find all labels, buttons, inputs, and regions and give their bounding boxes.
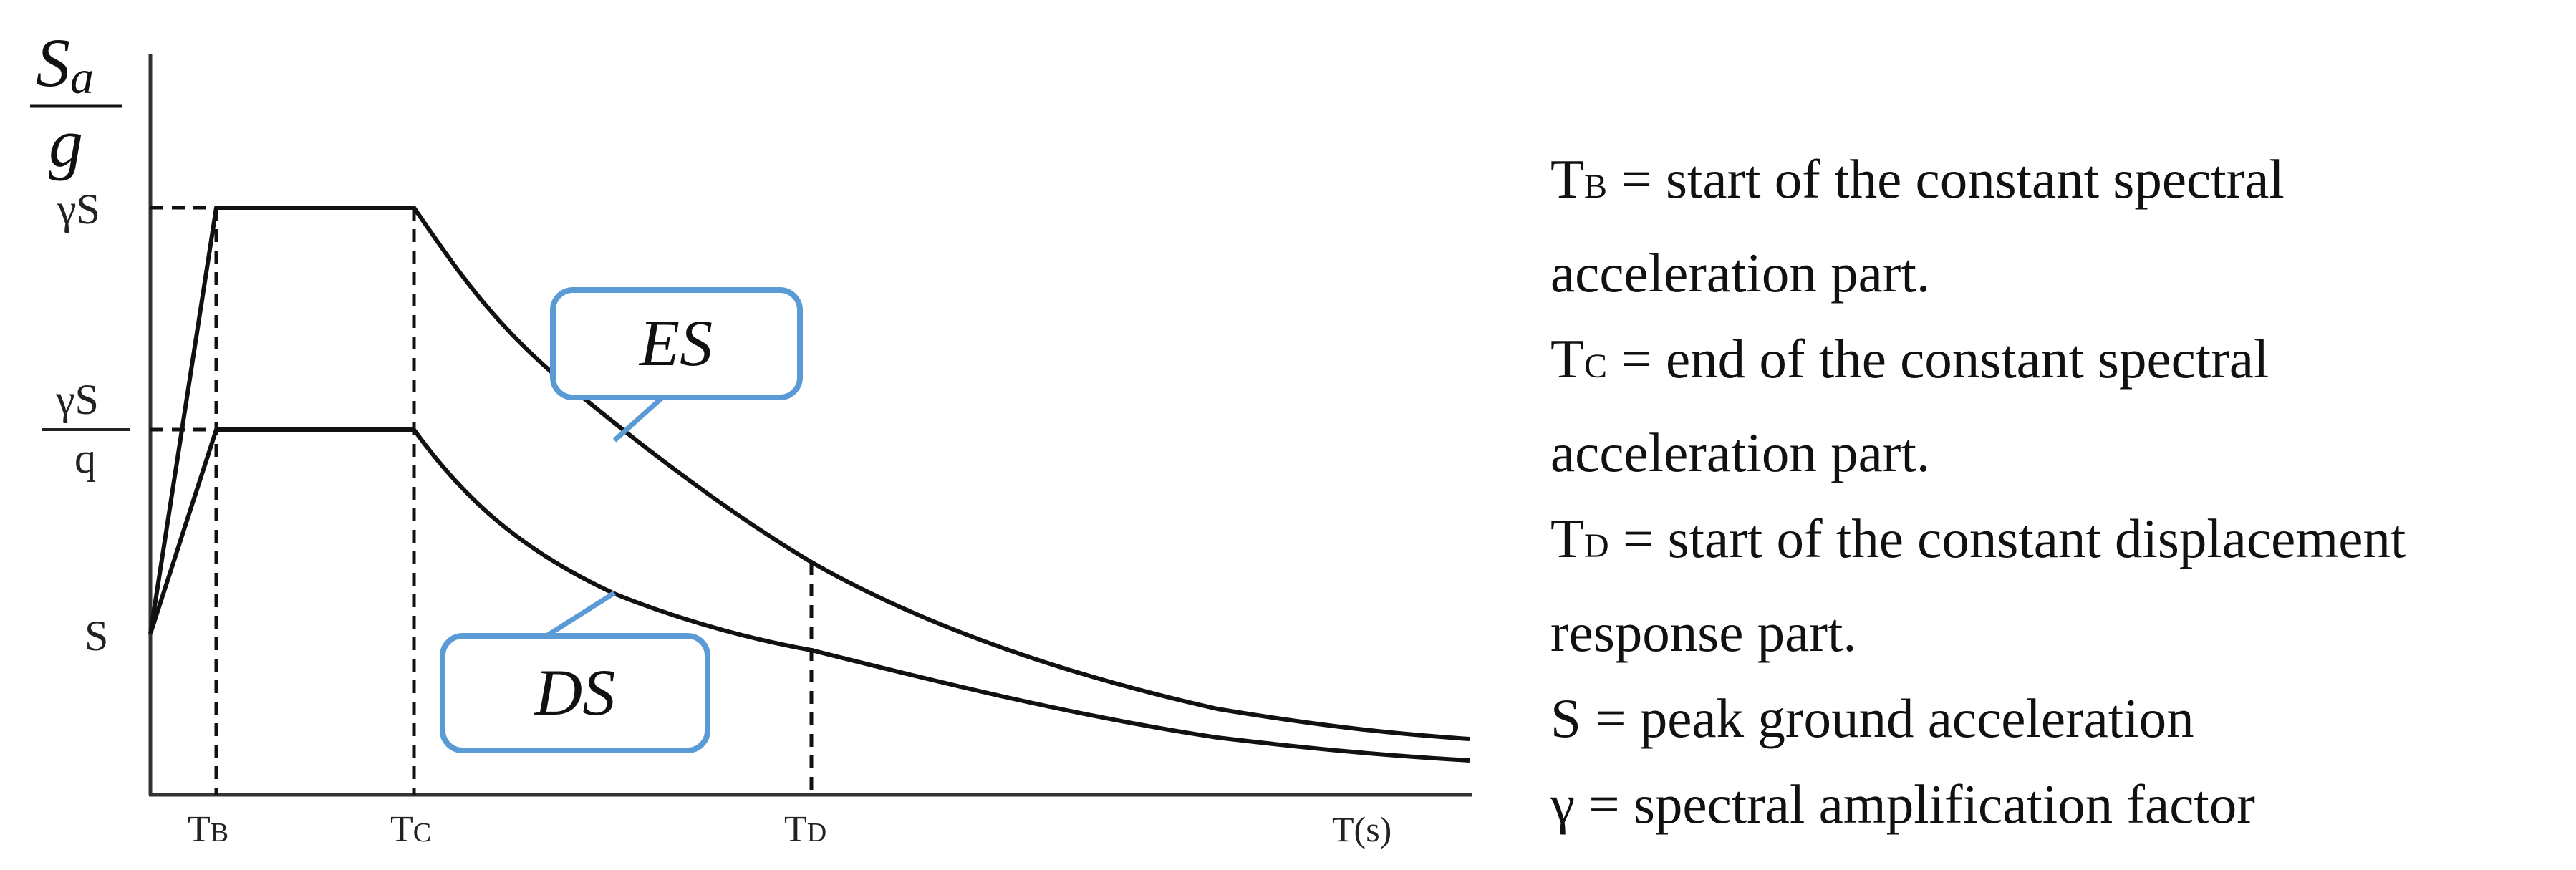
legend-s-text: = peak ground acceleration [1581, 687, 2194, 749]
y-tick-gamma-s-over-q: γS q [42, 376, 130, 482]
definitions-legend: TB = start of the constant spectral acce… [1550, 136, 2567, 847]
legend-tc-symbol: T [1550, 328, 1585, 390]
y-tick-gamma-s: γS [57, 185, 100, 233]
legend-tb-symbol: T [1550, 148, 1585, 210]
es-callout-pointer [612, 395, 665, 443]
legend-tc-line2: acceleration part. [1550, 422, 1931, 483]
legend-tb-line1: TB = start of the constant spectral [1550, 136, 2567, 230]
legend-gamma-symbol: γ [1550, 773, 1576, 835]
x-tick-t-seconds: T(s) [1332, 809, 1391, 849]
ds-curve [148, 427, 1470, 763]
y-tick-gamma-s-over-q-denominator: q [74, 435, 96, 482]
ds-callout: DS [440, 591, 710, 753]
legend-tb-line2: acceleration part. [1550, 242, 1931, 304]
legend-td-sub: D [1584, 527, 1609, 565]
y-axis-label: Sa g [30, 24, 122, 181]
legend-td-line1: TD = start of the constant displacement [1550, 496, 2567, 589]
legend-s-symbol: S [1550, 687, 1581, 749]
legend-td-symbol: T [1550, 508, 1585, 569]
es-callout: ES [550, 287, 803, 443]
es-callout-box [550, 287, 803, 400]
y-axis-label-numerator: Sa [36, 24, 94, 104]
legend-td-line2: response part. [1550, 601, 1857, 663]
x-tick-td: TD [784, 809, 826, 850]
legend-tc-text: = end of the constant spectral [1607, 328, 2269, 390]
ds-callout-label: DS [534, 656, 615, 729]
legend-tc-sub: C [1584, 347, 1608, 385]
legend-s-line1: S = peak ground acceleration [1550, 675, 2567, 761]
legend-tb-sub: B [1584, 168, 1608, 206]
y-axis-label-denominator: g [49, 105, 83, 181]
x-tick-tb: TB [188, 809, 228, 850]
x-tick-tc: TC [390, 809, 431, 850]
y-tick-gamma-s-over-q-numerator: γS [55, 376, 99, 423]
y-tick-s: S [85, 612, 108, 659]
legend-tb-text: = start of the constant spectral [1607, 148, 2285, 210]
legend-td-text: = start of the constant displacement [1608, 508, 2406, 569]
ds-callout-pointer [543, 591, 616, 639]
es-curve [148, 206, 1470, 741]
legend-gamma-line1: γ = spectral amplification factor [1550, 761, 2567, 847]
legend-gamma-text: = spectral amplification factor [1575, 773, 2255, 835]
es-callout-label: ES [638, 306, 713, 380]
ds-callout-box [440, 633, 710, 753]
legend-tc-line1: TC = end of the constant spectral [1550, 316, 2567, 410]
